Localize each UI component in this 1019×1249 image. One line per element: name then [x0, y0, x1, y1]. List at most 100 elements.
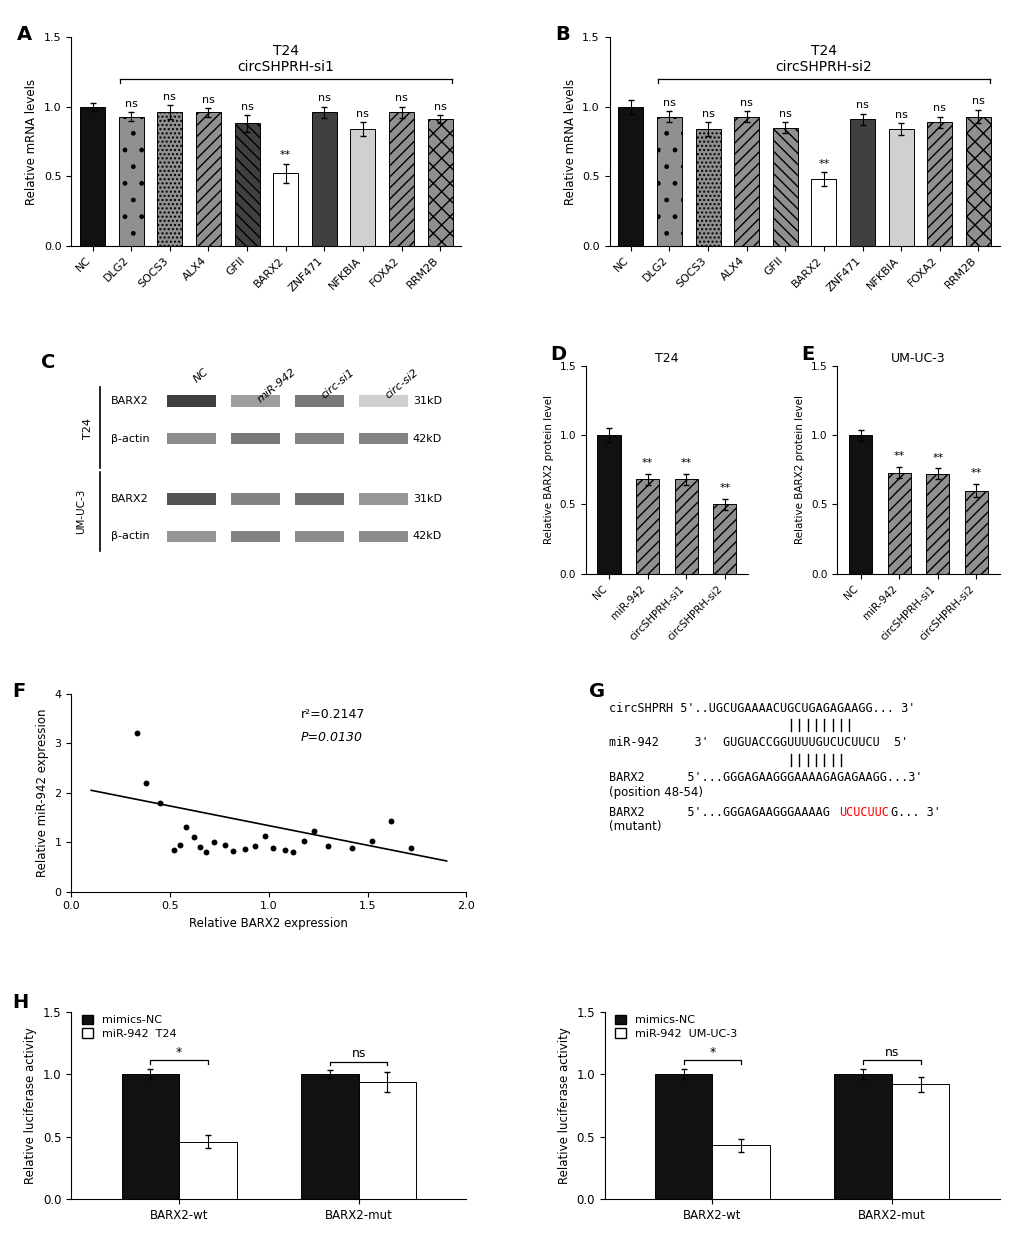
Bar [359, 531, 408, 542]
Text: T24: T24 [84, 417, 93, 438]
Bar [231, 531, 280, 542]
Text: r²=0.2147: r²=0.2147 [301, 708, 365, 721]
Bar [121, 1074, 179, 1199]
Text: ns: ns [662, 97, 676, 107]
Point [247, 836, 263, 856]
Text: G: G [588, 682, 604, 701]
Text: NC: NC [192, 367, 210, 385]
Text: ns: ns [971, 96, 983, 106]
Text: **: ** [680, 458, 691, 468]
Bar [888, 129, 913, 246]
Point [166, 839, 182, 859]
Text: BARX2: BARX2 [111, 493, 149, 503]
Text: H: H [12, 993, 29, 1012]
Text: **: ** [641, 458, 652, 468]
Bar [597, 435, 620, 573]
Bar [294, 493, 343, 505]
Text: ns: ns [701, 109, 713, 119]
Text: ns: ns [779, 109, 791, 119]
Point [128, 723, 145, 743]
Text: E: E [801, 345, 814, 363]
Bar [772, 127, 797, 246]
Text: ns: ns [740, 97, 752, 107]
Bar [359, 396, 408, 407]
Text: UM-UC-3: UM-UC-3 [75, 488, 86, 535]
Text: *: * [708, 1047, 714, 1059]
Legend: mimics-NC, miR-942  UM-UC-3: mimics-NC, miR-942 UM-UC-3 [613, 1014, 738, 1040]
Point [296, 832, 312, 852]
Text: ns: ns [352, 1048, 366, 1060]
Text: 31kD: 31kD [413, 396, 441, 406]
Bar [926, 122, 952, 246]
Text: circSHPRH 5'..UGCUGAAAACUGCUGAGAGAAGG... 3': circSHPRH 5'..UGCUGAAAACUGCUGAGAGAAGG...… [608, 702, 914, 714]
Point [177, 817, 194, 837]
Text: A: A [16, 25, 32, 44]
Bar [359, 1082, 416, 1199]
Bar [231, 396, 280, 407]
Point [257, 827, 273, 847]
Text: β-actin: β-actin [111, 531, 150, 541]
Y-axis label: Relative BARX2 protein level: Relative BARX2 protein level [543, 395, 553, 545]
Text: miR-942     3'  GUGUACCGGUUUUGUCUCUUCU  5': miR-942 3' GUGUACCGGUUUUGUCUCUUCU 5' [608, 737, 907, 749]
Bar [81, 107, 105, 246]
Bar [711, 1145, 769, 1199]
Text: 42kD: 42kD [413, 531, 441, 541]
Text: circSHPRH-si2: circSHPRH-si2 [774, 60, 871, 74]
Text: miR-942: miR-942 [256, 367, 298, 405]
Bar [294, 433, 343, 445]
Bar [695, 129, 719, 246]
Bar [234, 124, 260, 246]
Text: *: * [176, 1047, 182, 1059]
Point [320, 836, 336, 856]
Text: **: ** [931, 453, 943, 463]
Point [198, 842, 214, 862]
Text: ns: ns [318, 94, 330, 104]
Text: T24: T24 [810, 45, 836, 59]
Title: UM-UC-3: UM-UC-3 [891, 351, 945, 365]
Text: BARX2      5'...GGGAGAAGGGAAAAGAGAGAAGG...3': BARX2 5'...GGGAGAAGGGAAAAGAGAGAAGG...3' [608, 771, 921, 784]
Text: ns: ns [932, 104, 946, 114]
Text: **: ** [817, 159, 828, 169]
Bar [294, 531, 343, 542]
Point [403, 838, 419, 858]
Bar [359, 433, 408, 445]
Text: (position 48-54): (position 48-54) [608, 786, 702, 799]
Bar [351, 129, 375, 246]
Bar [179, 1142, 236, 1199]
Text: ns: ns [357, 109, 369, 119]
Text: ns: ns [202, 95, 215, 105]
Point [306, 822, 322, 842]
Text: **: ** [970, 468, 981, 478]
Bar [312, 112, 336, 246]
Bar [654, 1074, 711, 1199]
Text: ns: ns [883, 1047, 898, 1059]
Text: D: D [549, 345, 566, 363]
Bar [891, 1084, 949, 1199]
Text: BARX2: BARX2 [111, 396, 149, 406]
Text: UCUCUUC: UCUCUUC [838, 806, 888, 818]
Bar [231, 433, 280, 445]
Bar [273, 174, 298, 246]
Bar [167, 493, 216, 505]
Text: ns: ns [124, 99, 138, 109]
Text: C: C [41, 353, 56, 372]
Text: **: ** [280, 150, 291, 160]
Point [383, 812, 399, 832]
Bar [167, 433, 216, 445]
Point [192, 837, 208, 857]
Bar [964, 491, 987, 573]
Bar [849, 120, 874, 246]
Legend: mimics-NC, miR-942  T24: mimics-NC, miR-942 T24 [81, 1014, 177, 1040]
Bar [157, 112, 182, 246]
Text: 31kD: 31kD [413, 493, 441, 503]
Y-axis label: Relative luciferase activity: Relative luciferase activity [557, 1027, 571, 1184]
Point [185, 827, 202, 847]
Text: 42kD: 42kD [413, 433, 441, 443]
Point [284, 842, 301, 862]
Text: circ-si2: circ-si2 [383, 367, 420, 400]
Text: T24: T24 [272, 45, 299, 59]
Point [139, 773, 155, 793]
Bar [965, 116, 989, 246]
Point [236, 838, 253, 858]
Text: ns: ns [240, 101, 254, 111]
